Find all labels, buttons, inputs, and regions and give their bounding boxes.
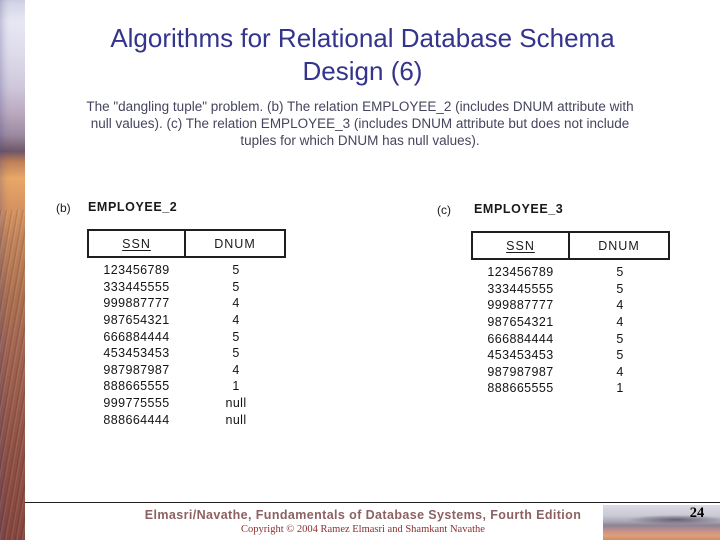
sand-ripples-texture: [0, 210, 25, 540]
page-number: 24: [689, 505, 705, 521]
ssn-value: 123456789: [103, 263, 170, 278]
ssn-value: 453453453: [487, 348, 554, 363]
employee3-header-row: SSN DNUM: [471, 231, 670, 260]
ssn-value: 888665555: [103, 379, 170, 394]
table-name-employee3: EMPLOYEE_3: [474, 202, 564, 216]
dnum-value: 4: [232, 362, 240, 377]
table-row: 453453453 5: [87, 345, 286, 362]
ssn-value: 999887777: [103, 296, 170, 311]
table-row: 999775555 null: [87, 395, 286, 412]
figure-caption: The "dangling tuple" problem. (b) The re…: [28, 98, 692, 149]
dnum-value: null: [225, 412, 247, 427]
table-row: 888665555 1: [87, 378, 286, 395]
title-line-2: Design (6): [302, 56, 423, 86]
dnum-value: 5: [616, 348, 624, 363]
dnum-value: null: [225, 396, 247, 411]
footer-copyright: Copyright © 2004 Ramez Elmasri and Shamk…: [241, 524, 485, 535]
employee2-rows: 123456789 5 333445555 5 999887777 4 987654321 4…: [87, 262, 286, 428]
desert-theme-strip: [0, 0, 25, 540]
ssn-value: 999775555: [103, 396, 170, 411]
employee3-rows: 123456789 5 333445555 5 999887777 4 987654321 4…: [471, 264, 670, 397]
ssn-header-label: SSN: [506, 238, 535, 253]
table-row: 987987987 4: [87, 362, 286, 379]
dnum-value: 4: [616, 298, 624, 313]
table-row: 333445555 5: [87, 279, 286, 296]
footer-divider-line: [25, 502, 720, 503]
table-name-employee2: EMPLOYEE_2: [88, 200, 178, 214]
ssn-value: 333445555: [103, 279, 170, 294]
table-row: 666884444 5: [87, 328, 286, 345]
employee3-column-header-dnum: DNUM: [598, 238, 640, 253]
employee2-column-header-dnum: DNUM: [214, 236, 256, 251]
dnum-value: 5: [616, 265, 624, 280]
table-row: 987654321 4: [471, 314, 670, 331]
employee2-column-header-ssn: SSN: [89, 231, 186, 256]
sunset-corner-image: [603, 505, 720, 540]
table-row: 888665555 1: [471, 380, 670, 397]
ssn-value: 888664444: [103, 412, 170, 427]
dnum-value: 4: [232, 313, 240, 328]
table-row: 333445555 5: [471, 281, 670, 298]
table-row: 987654321 4: [87, 312, 286, 329]
dnum-value: 1: [232, 379, 240, 394]
dnum-value: 5: [232, 279, 240, 294]
dnum-value: 5: [232, 263, 240, 278]
ssn-value: 666884444: [103, 329, 170, 344]
ssn-header-label: SSN: [122, 236, 151, 251]
ssn-value: 453453453: [103, 346, 170, 361]
table-row: 987987987 4: [471, 364, 670, 381]
dnum-value: 4: [616, 315, 624, 330]
ssn-value: 999887777: [487, 298, 554, 313]
caption-line-2: null values). (c) The relation EMPLOYEE_…: [90, 116, 630, 131]
table-row: 123456789 5: [471, 264, 670, 281]
ssn-value: 987654321: [103, 313, 170, 328]
footer-book-title: Elmasri/Navathe, Fundamentals of Databas…: [144, 508, 582, 522]
ssn-value: 888665555: [487, 381, 554, 396]
ssn-value: 123456789: [487, 265, 554, 280]
dnum-value: 5: [232, 346, 240, 361]
ssn-value: 987987987: [103, 362, 170, 377]
table-row: 888664444 null: [87, 411, 286, 428]
figure-label-c: (c): [437, 203, 451, 217]
title-line-1: Algorithms for Relational Database Schem…: [110, 23, 615, 53]
dnum-value: 5: [616, 331, 624, 346]
dnum-value: 1: [616, 381, 624, 396]
table-row: 453453453 5: [471, 347, 670, 364]
ssn-value: 666884444: [487, 331, 554, 346]
dnum-value: 4: [232, 296, 240, 311]
dnum-value: 5: [232, 329, 240, 344]
table-row: 123456789 5: [87, 262, 286, 279]
table-row: 666884444 5: [471, 330, 670, 347]
figure-label-b: (b): [56, 201, 71, 215]
employee2-header-row: SSN DNUM: [87, 229, 286, 258]
caption-line-1: The "dangling tuple" problem. (b) The re…: [86, 99, 634, 114]
dnum-value: 4: [616, 364, 624, 379]
ssn-value: 987987987: [487, 364, 554, 379]
dnum-value: 5: [616, 281, 624, 296]
table-row: 999887777 4: [87, 295, 286, 312]
caption-line-3: tuples for which DNUM has null values).: [240, 133, 480, 148]
table-row: 999887777 4: [471, 297, 670, 314]
ssn-value: 987654321: [487, 315, 554, 330]
ssn-value: 333445555: [487, 281, 554, 296]
slide-title: Algorithms for Relational Database Schem…: [30, 22, 695, 88]
employee3-column-header-ssn: SSN: [473, 233, 570, 258]
